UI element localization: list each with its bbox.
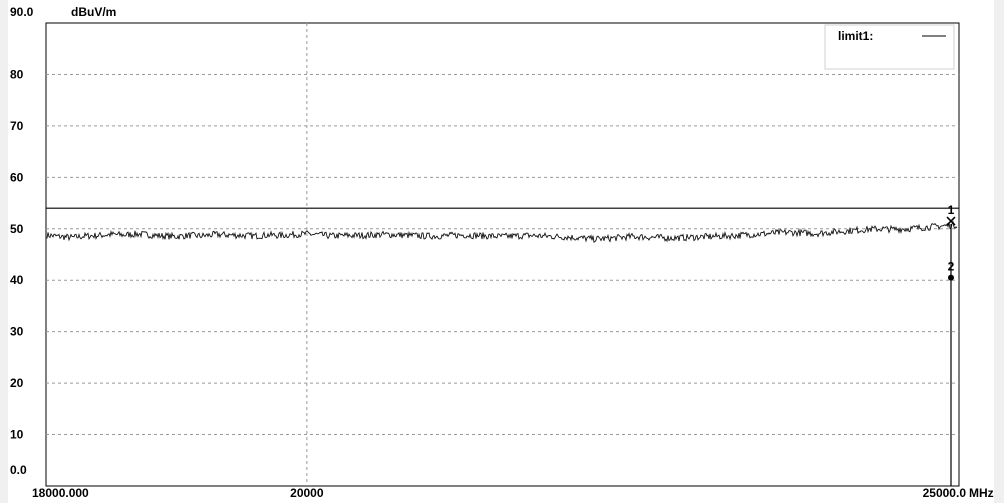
y-tick-label: 70 (10, 119, 24, 133)
markers-group: 12 (946, 203, 956, 486)
measurement-trace (46, 220, 958, 243)
legend-box (824, 24, 955, 70)
y-tick-label: 40 (10, 273, 24, 287)
legend-label-limit1: limit1: (838, 29, 873, 43)
plot-area (45, 22, 960, 487)
x-tick-label: 18000.000 (32, 486, 89, 500)
y-tick-label: 60 (10, 170, 24, 184)
y-tick-label: 80 (10, 67, 24, 81)
x-tick-label: 20000 (290, 486, 324, 500)
x-axis-unit-label: MHz (969, 486, 994, 500)
y-tick-label: 20 (10, 376, 24, 390)
y-tick-label: 90.0 (10, 5, 34, 19)
marker-label: 1 (948, 203, 955, 217)
y-axis-unit-label: dBuV/m (71, 5, 116, 19)
legend: limit1: (824, 24, 955, 70)
x-tick-label: 25000.0 (923, 486, 967, 500)
y-tick-label: 0.0 (10, 463, 27, 477)
y-tick-label: 50 (10, 222, 24, 236)
x-axis-ticks: 18000.000 20000 25000.0 (32, 486, 966, 500)
y-tick-label: 10 (10, 428, 24, 442)
grid-lines (46, 23, 959, 486)
y-tick-label: 30 (10, 325, 24, 339)
y-axis-ticks: 90.0 80 70 60 50 40 30 20 10 0.0 (10, 5, 34, 477)
left-border-strip (0, 0, 8, 503)
right-border-strip (994, 0, 1004, 503)
series-group (46, 220, 958, 243)
marker-1-x-symbol (946, 216, 956, 226)
